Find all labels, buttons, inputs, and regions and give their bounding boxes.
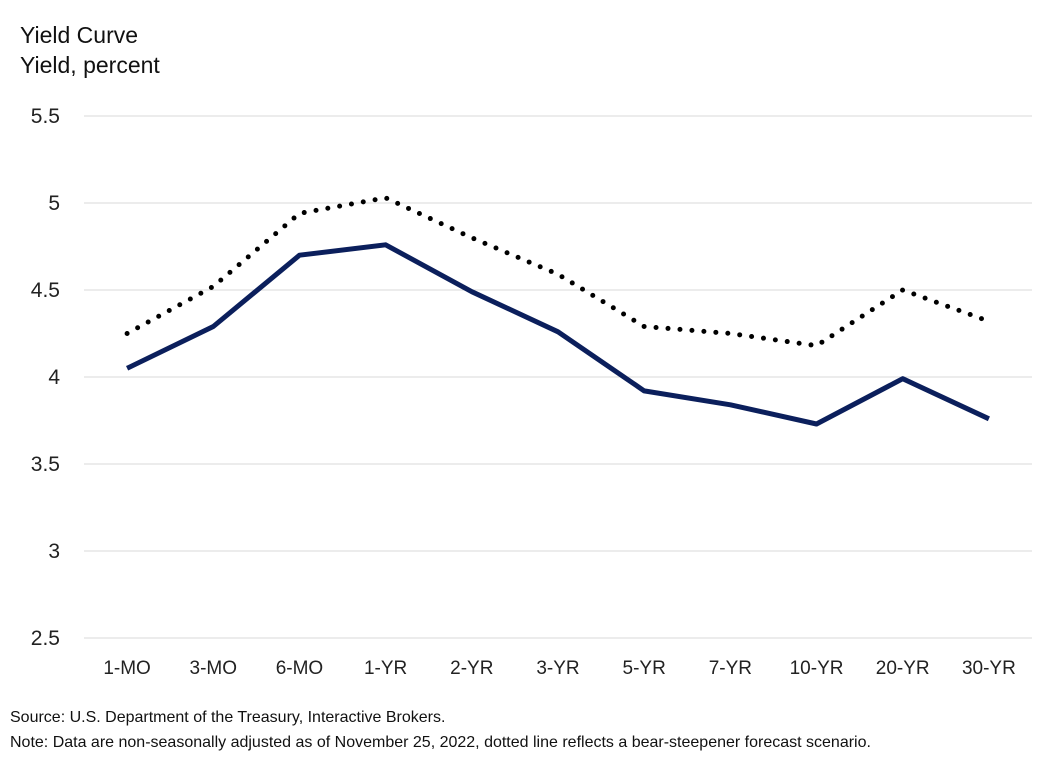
- x-axis-ticks: 1-MO 3-MO 6-MO 1-YR 2-YR 3-YR 5-YR 7-YR 10-YR 20-…: [103, 658, 1015, 679]
- y-axis-label: Yield, percent: [20, 52, 160, 78]
- forecast-series-line: [124, 195, 992, 349]
- series-lines: [124, 195, 992, 427]
- x-tick-label: 2-YR: [450, 658, 493, 679]
- gridlines: [84, 115, 1032, 639]
- x-tick-label: 1-YR: [364, 658, 407, 679]
- y-tick-label: 5: [48, 192, 60, 215]
- x-tick-label: 20-YR: [876, 658, 930, 679]
- scenario-note: Note: Data are non-seasonally adjusted a…: [10, 734, 871, 751]
- y-axis-ticks: 2.5 3 3.5 4 4.5 5 5.5: [31, 105, 61, 650]
- x-tick-label: 1-MO: [103, 658, 151, 679]
- chart-footnotes: Source: U.S. Department of the Treasury,…: [10, 705, 871, 755]
- yield-series-line: [126, 242, 990, 427]
- y-tick-label: 4: [48, 366, 60, 389]
- chart-title: Yield Curve: [20, 22, 139, 48]
- source-note: Source: U.S. Department of the Treasury,…: [10, 709, 446, 726]
- x-tick-label: 6-MO: [276, 658, 324, 679]
- x-tick-label: 5-YR: [623, 658, 666, 679]
- x-tick-label: 10-YR: [790, 658, 844, 679]
- y-tick-label: 3: [48, 540, 60, 563]
- x-tick-label: 30-YR: [962, 658, 1016, 679]
- chart-title-block: Yield Curve Yield, percent: [20, 20, 160, 80]
- y-tick-label: 4.5: [31, 279, 60, 302]
- y-tick-label: 2.5: [31, 627, 60, 650]
- x-tick-label: 7-YR: [709, 658, 752, 679]
- y-tick-label: 5.5: [31, 105, 60, 128]
- x-tick-label: 3-MO: [190, 658, 238, 679]
- yield-curve-chart: 2.5 3 3.5 4 4.5 5 5.5 1-MO 3-MO 6-MO 1-YR 2-YR 3-YR…: [31, 105, 1032, 679]
- y-tick-label: 3.5: [31, 453, 60, 476]
- x-tick-label: 3-YR: [536, 658, 579, 679]
